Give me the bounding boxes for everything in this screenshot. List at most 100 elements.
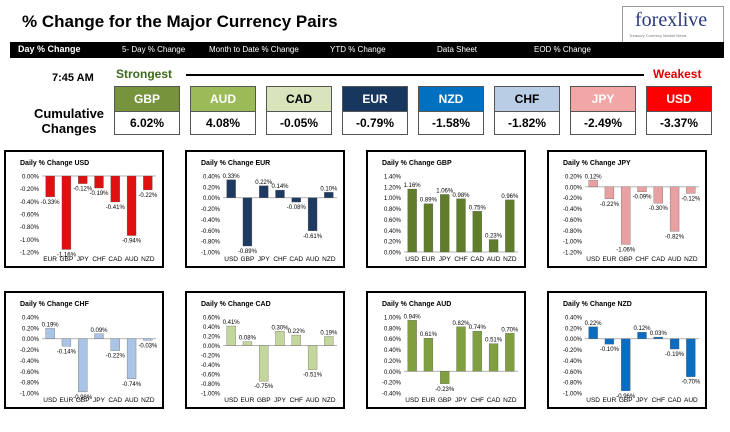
chart-panel-chf: Daily % Change CHF 0.40% 0.20% 0.00% -0.20% -… — [4, 291, 164, 409]
chart-title: Daily % Change CAD — [201, 301, 271, 308]
x-tick-label: JPY — [439, 256, 452, 263]
chart-chf: Daily % Change CHF 0.40% 0.20% 0.00% -0.20% -… — [20, 301, 158, 404]
tab-data-sheet[interactable]: Data Sheet — [437, 45, 478, 54]
bar-eur — [423, 203, 434, 253]
bar-chf — [94, 175, 104, 189]
data-label: -0.08% — [287, 205, 307, 211]
data-label: -0.70% — [681, 380, 701, 386]
x-tick-label: CAD — [108, 256, 122, 263]
currency-card-cad: CAD -0.05% — [266, 86, 332, 135]
bar-usd — [407, 188, 417, 253]
tab-5-day-change[interactable]: 5- Day % Change — [122, 45, 186, 54]
data-label: 0.19% — [320, 330, 338, 336]
tab-month-to-date[interactable]: Month to Date % Change — [209, 45, 299, 54]
y-tick-label: 0.00% — [203, 196, 221, 202]
data-label: 0.89% — [420, 198, 438, 204]
bar-nzd — [505, 199, 515, 253]
bar-nzd — [324, 336, 334, 346]
data-label: 0.19% — [42, 322, 60, 328]
chart-panel-jpy: Daily % Change JPY 0.20% 0.00% -0.20% -0.40%… — [547, 150, 707, 268]
y-tick-label: 0.60% — [384, 337, 402, 343]
y-tick-label: -1.20% — [20, 251, 40, 257]
data-label: -0.12% — [73, 187, 93, 193]
y-tick-label: 0.20% — [565, 175, 583, 181]
currency-value: -0.05% — [266, 112, 332, 135]
bar-cad — [472, 211, 482, 253]
x-tick-label: EUR — [603, 397, 617, 404]
tab-day-change[interactable]: Day % Change — [18, 44, 81, 54]
bar-gbp — [259, 345, 269, 382]
tab-eod-change[interactable]: EOD % Change — [534, 45, 591, 54]
tab-bar: Day % Change 5- Day % Change Month to Da… — [10, 42, 724, 58]
bar-jpy — [259, 185, 269, 198]
y-tick-label: 0.40% — [384, 348, 402, 354]
data-label: -0.51% — [303, 373, 323, 379]
x-tick-label: CHF — [290, 397, 303, 404]
x-tick-label: USD — [43, 397, 57, 404]
data-label: -0.61% — [303, 234, 323, 240]
bar-jpy — [637, 332, 647, 339]
bar-gbp — [621, 186, 631, 245]
title-bar: % Change for the Major Currency Pairs fo… — [0, 0, 730, 44]
y-tick-label: 0.60% — [203, 316, 221, 322]
currency-value: 6.02% — [114, 112, 180, 135]
chart-panel-eur: Daily % Change EUR 0.40% 0.20% 0.00% -0.20% -… — [185, 150, 345, 268]
y-tick-label: -0.60% — [20, 213, 40, 219]
currency-card-chf: CHF -1.82% — [494, 86, 560, 135]
bar-jpy — [440, 194, 450, 253]
x-tick-label: GBP — [241, 256, 255, 263]
y-tick-label: -0.20% — [563, 196, 583, 202]
x-tick-label: CHF — [454, 256, 467, 263]
x-tick-label: AUD — [125, 256, 139, 263]
bar-nzd — [324, 192, 334, 198]
y-tick-label: 1.20% — [384, 185, 402, 191]
strongest-label: Strongest — [116, 67, 173, 81]
currency-name: AUD — [190, 86, 256, 112]
chart-panel-aud: Daily % Change AUD 1.00% 0.80% 0.60% 0.40% 0.… — [366, 291, 526, 409]
data-label: 0.33% — [223, 174, 241, 180]
y-tick-label: 0.20% — [22, 326, 40, 332]
x-tick-label: GBP — [60, 256, 74, 263]
tab-ytd-change[interactable]: YTD % Change — [330, 45, 386, 54]
x-tick-label: NZD — [684, 256, 698, 263]
y-tick-label: -0.60% — [563, 218, 583, 224]
cumulative-label: Cumulative Changes — [33, 106, 105, 136]
bar-chf — [653, 336, 663, 339]
y-tick-label: -0.20% — [563, 348, 583, 354]
x-tick-label: EUR — [43, 256, 57, 263]
x-tick-label: NZD — [141, 397, 155, 404]
currency-name: JPY — [570, 86, 636, 112]
y-tick-label: 0.40% — [203, 325, 221, 331]
chart-nzd: Daily % Change NZD 0.40% 0.20% 0.00% -0.20% -… — [563, 301, 701, 404]
data-label: -0.14% — [57, 349, 77, 355]
chart-panel-gbp: Daily % Change GBP 1.40% 1.20% 1.00% 0.80% 0.… — [366, 150, 526, 268]
currency-name: EUR — [342, 86, 408, 112]
y-tick-label: -0.40% — [20, 359, 40, 365]
bar-nzd — [505, 333, 515, 372]
x-tick-label: USD — [405, 256, 419, 263]
x-tick-label: JPY — [77, 256, 90, 263]
bar-aud — [488, 239, 499, 253]
data-label: -0.19% — [665, 352, 685, 358]
chart-title: Daily % Change EUR — [201, 160, 270, 167]
bar-usd — [226, 179, 236, 198]
x-tick-label: GBP — [619, 397, 633, 404]
x-tick-label: EUR — [422, 397, 436, 404]
chart-eur: Daily % Change EUR 0.40% 0.20% 0.00% -0.20% -… — [201, 160, 338, 263]
x-tick-label: NZD — [141, 256, 155, 263]
y-tick-label: 0.00% — [384, 251, 402, 257]
currency-value: -1.82% — [494, 112, 560, 135]
y-tick-label: -0.80% — [201, 240, 221, 246]
y-tick-label: -0.60% — [20, 370, 40, 376]
y-tick-label: 0.20% — [203, 335, 221, 341]
x-tick-label: EUR — [60, 397, 74, 404]
data-label: 0.98% — [452, 193, 470, 199]
x-tick-label: GBP — [438, 397, 452, 404]
bar-gbp — [61, 175, 72, 250]
data-label: -0.82% — [665, 234, 685, 240]
data-label: -1.16% — [57, 252, 77, 258]
y-tick-label: -1.20% — [563, 251, 583, 257]
x-tick-label: CHF — [92, 256, 105, 263]
data-label: 0.12% — [585, 174, 603, 180]
bar-cad — [488, 343, 499, 372]
